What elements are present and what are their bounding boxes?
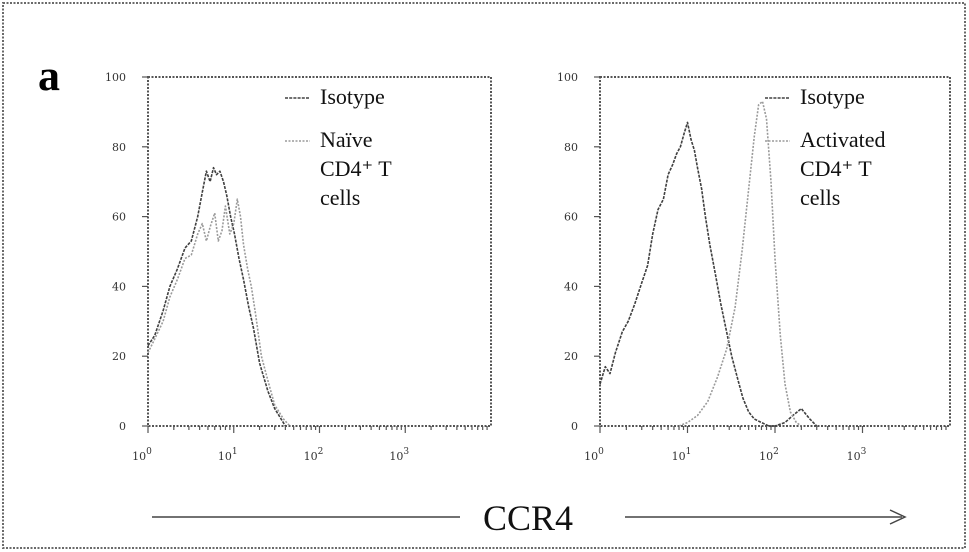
y-tick-label: 80: [112, 141, 126, 154]
panel-letter: a: [38, 51, 60, 100]
x-tick-label: 101: [672, 447, 692, 463]
xlabel-arrow-head: [889, 509, 907, 525]
histogram-curves: [599, 100, 818, 427]
y-tick-label: 0: [119, 420, 126, 433]
y-axis-ticks: 0 20 40 60 80 100: [557, 71, 600, 433]
legend-label: Isotype: [320, 84, 385, 109]
legend-label: CD4⁺ T: [800, 156, 872, 181]
x-tick-label: 100: [132, 447, 152, 463]
x-axis-ticks: 100 101 102 103: [132, 426, 488, 463]
histogram-curves: [147, 166, 291, 427]
legend-label: Naïve: [320, 127, 373, 152]
x-tick-label: 100: [584, 447, 604, 463]
x-tick-label: 103: [389, 447, 409, 463]
legend: Isotype Naïve CD4⁺ T cells: [285, 84, 392, 210]
plot-frame: [147, 76, 492, 427]
y-tick-label: 80: [564, 141, 578, 154]
y-tick-label: 40: [564, 280, 578, 293]
y-tick-label: 60: [564, 211, 578, 224]
y-axis-ticks: 0 20 40 60 80 100: [105, 71, 148, 433]
y-tick-label: 60: [112, 211, 126, 224]
y-tick-label: 100: [557, 71, 578, 84]
legend-label: CD4⁺ T: [320, 156, 392, 181]
x-tick-label: 101: [218, 447, 238, 463]
y-tick-label: 100: [105, 71, 126, 84]
legend-label: cells: [800, 185, 840, 210]
legend-label: Activated: [800, 127, 886, 152]
plot-frame: [599, 76, 951, 427]
legend-label: Isotype: [800, 84, 865, 109]
x-tick-label: 103: [847, 447, 867, 463]
y-tick-label: 20: [564, 350, 578, 363]
x-axis-label: CCR4: [483, 498, 573, 538]
x-tick-label: 102: [759, 447, 779, 463]
histogram-line-stained: [678, 100, 802, 427]
y-tick-label: 20: [112, 350, 126, 363]
y-tick-label: 40: [112, 280, 126, 293]
legend: Isotype Activated CD4⁺ T cells: [765, 84, 886, 210]
x-tick-label: 102: [304, 447, 324, 463]
histogram-panel-activated: 0 20 40 60 80 100 100 101 102 103 Isotype Activat…: [557, 71, 951, 463]
legend-label: cells: [320, 185, 360, 210]
x-axis-ticks: 100 101 102 103: [584, 426, 947, 463]
y-tick-label: 0: [571, 420, 578, 433]
histogram-panel-naive: 0 20 40 60 80 100 100 101 102 103 Isotype Naïve CD…: [105, 71, 492, 463]
histogram-line-isotype: [147, 166, 287, 427]
histogram-line-isotype: [599, 121, 818, 427]
